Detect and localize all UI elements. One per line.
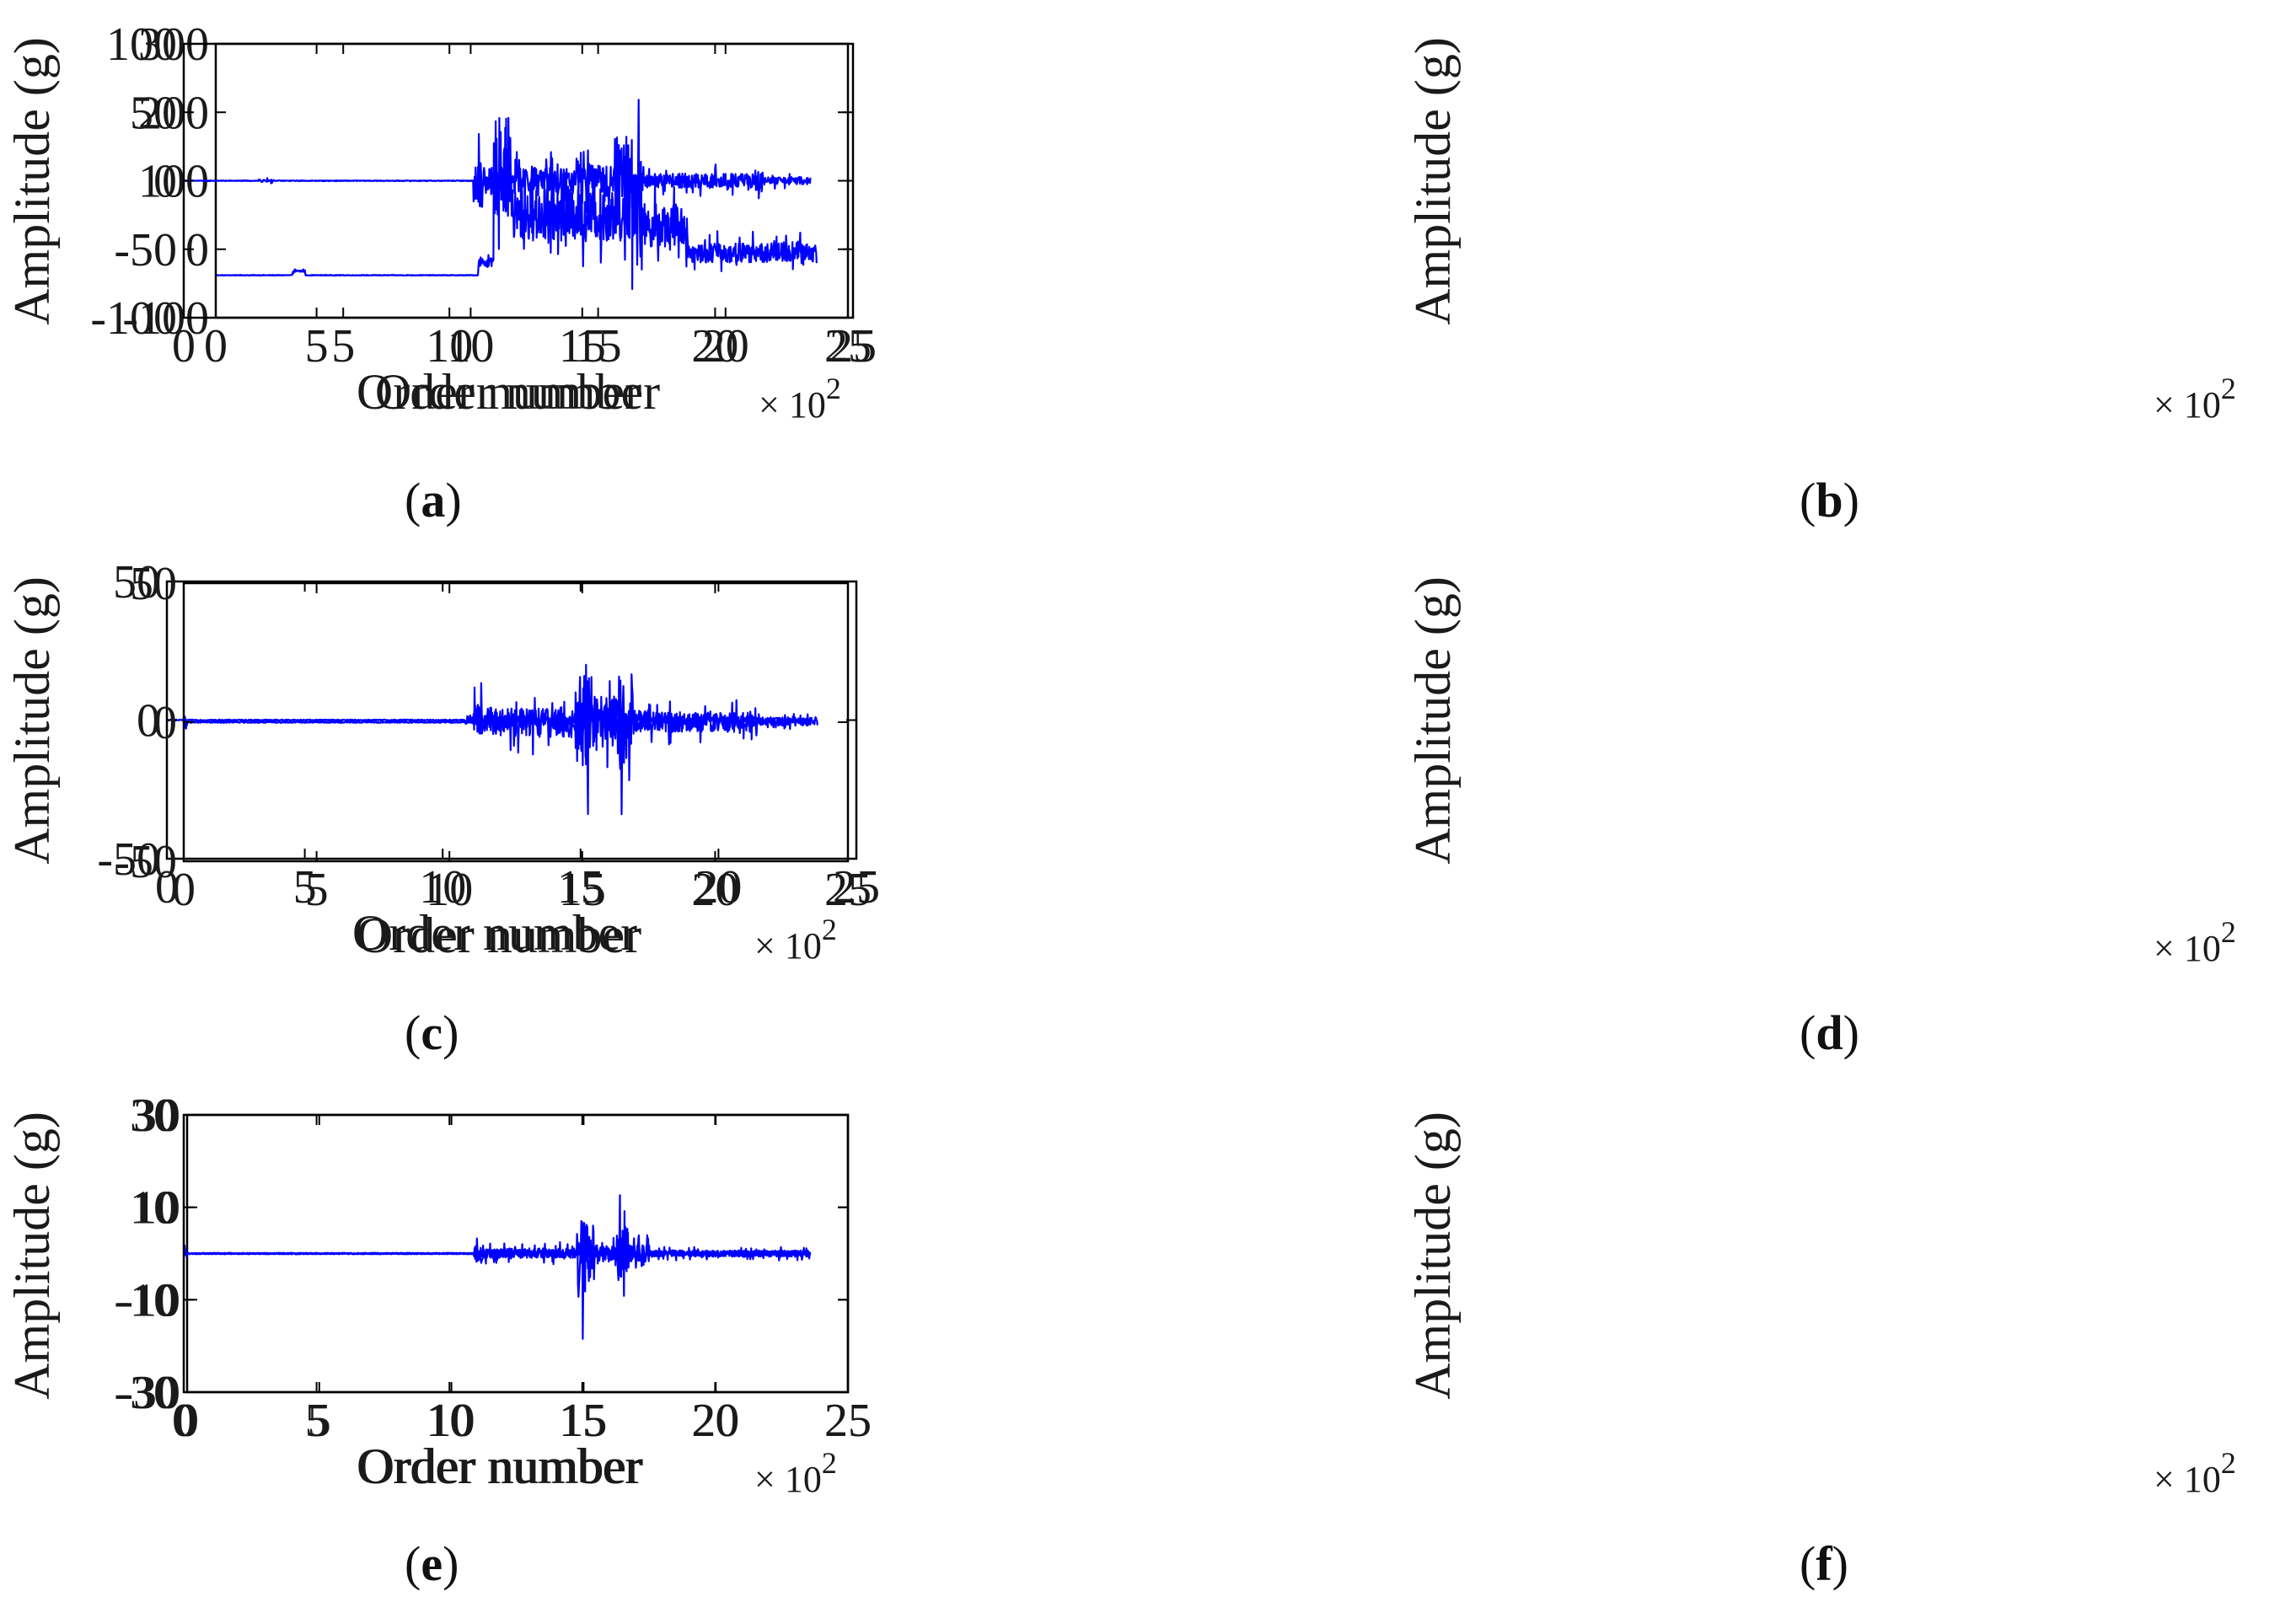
y-axis-label: Amplitude (g) bbox=[1405, 1112, 1461, 1400]
chart-panel-f: 0 5 10 15 20 25 -30 -10 10 30 Order number × 102 Amp… bbox=[114, 1079, 2296, 1584]
x-tick-label: 15 bbox=[559, 864, 606, 916]
signal-line-e bbox=[186, 1194, 812, 1283]
y-axis-label: Amplitude (g) bbox=[4, 37, 60, 325]
x-tick-label: 15 bbox=[560, 1395, 607, 1447]
x-tick-label: 20 bbox=[691, 1395, 738, 1447]
caption-d: (d) bbox=[1800, 1005, 1859, 1060]
x-axis-label: Order number bbox=[358, 1439, 643, 1494]
chart-panel-d: 0 5 10 15 20 25 -50 0 50 Order number × 102 Amplitu… bbox=[114, 539, 2296, 1045]
y-tick-label: 0 bbox=[153, 697, 177, 749]
y-tick-label: -10 bbox=[114, 1274, 177, 1326]
y-axis-label: Amplitude (g) bbox=[1405, 37, 1461, 325]
x-tick-label: 25 bbox=[829, 320, 877, 372]
x-tick-label: 20 bbox=[691, 320, 738, 372]
x-axis-label: Order number bbox=[375, 364, 660, 420]
y-tick-label: 50 bbox=[130, 87, 177, 139]
caption-e: (e) bbox=[405, 1536, 459, 1591]
caption-f: (f) bbox=[1800, 1536, 1848, 1591]
x-tick-label: 5 bbox=[305, 320, 329, 372]
y-tick-label: -50 bbox=[97, 833, 160, 886]
x-multiplier: × 102 bbox=[754, 913, 837, 967]
x-tick-label: 0 bbox=[172, 320, 196, 372]
chart-panel-c: 0 5 10 15 20 25 -50 0 50 Order number × 102 Amplitu… bbox=[0, 539, 1096, 1045]
caption-b: (b) bbox=[1800, 473, 1859, 528]
x-tick-label: 0 bbox=[155, 861, 179, 913]
x-axis-label: Order number bbox=[357, 1439, 641, 1494]
x-tick-label: 25 bbox=[833, 861, 880, 913]
y-tick-label: -50 bbox=[114, 224, 177, 276]
chart-panel-b: 0 5 10 15 20 25 -100 -50 0 50 100 Order number × 102… bbox=[90, 0, 2296, 539]
signal-line-b bbox=[183, 132, 812, 222]
y-axis-label: Amplitude (g) bbox=[4, 1112, 60, 1400]
y-tick-label: 200 bbox=[138, 87, 209, 139]
y-tick-label: -30 bbox=[114, 1367, 177, 1419]
x-multiplier: × 102 bbox=[2154, 915, 2236, 969]
x-tick-label: 10 bbox=[428, 1395, 475, 1447]
x-axis-label: Order number bbox=[357, 364, 641, 420]
chart-svg-f: 0 5 10 15 20 25 -30 -10 10 30 Order number × 102 Amp… bbox=[114, 1090, 2236, 1500]
x-tick-label: 0 bbox=[172, 864, 196, 916]
x-tick-label: 10 bbox=[419, 861, 466, 913]
axes-frame-f bbox=[182, 1113, 850, 1394]
y-tick-label: -10 bbox=[117, 1274, 180, 1326]
x-axis-label: Order number bbox=[357, 908, 641, 963]
signal-line-d bbox=[182, 663, 812, 816]
chart-svg-e: 0 5 10 15 20 25 -30 -10 10 30 Order number × 102 Amp… bbox=[4, 1090, 872, 1500]
x-tick-label: 25 bbox=[824, 1395, 872, 1447]
x-tick-label: 25 bbox=[824, 864, 872, 916]
x-tick-label: 0 bbox=[172, 1395, 196, 1447]
caption-c: (c) bbox=[405, 1005, 459, 1060]
x-tick-label: 15 bbox=[559, 320, 606, 372]
signal-line-a bbox=[215, 99, 818, 291]
x-tick-label: 0 bbox=[204, 320, 228, 372]
x-tick-label: 25 bbox=[824, 1395, 872, 1447]
y-axis-label: Amplitude (g) bbox=[4, 576, 60, 865]
x-tick-label: 5 bbox=[293, 861, 317, 913]
x-tick-label: 20 bbox=[695, 861, 742, 913]
signal-line-f bbox=[183, 1210, 812, 1340]
x-tick-label: 10 bbox=[447, 320, 494, 372]
y-tick-label: 10 bbox=[130, 1182, 177, 1235]
x-tick-label: 20 bbox=[692, 1395, 739, 1447]
x-tick-label: 0 bbox=[175, 1395, 199, 1447]
y-tick-label: -30 bbox=[117, 1367, 180, 1419]
x-tick-label: 5 bbox=[331, 320, 355, 372]
x-tick-label: 10 bbox=[426, 864, 473, 916]
x-tick-label: 15 bbox=[559, 1395, 606, 1447]
x-multiplier: × 102 bbox=[754, 1446, 837, 1500]
caption-a: (a) bbox=[405, 473, 462, 528]
y-tick-label: 0 bbox=[137, 695, 160, 747]
y-tick-label: 30 bbox=[130, 1090, 177, 1142]
x-tick-label: 5 bbox=[305, 864, 329, 916]
x-tick-label: 15 bbox=[557, 861, 604, 913]
y-tick-label: -50 bbox=[114, 836, 177, 888]
x-axis-label: Order number bbox=[352, 905, 637, 961]
x-tick-label: 10 bbox=[426, 1395, 473, 1447]
chart-panel-e: 0 5 10 15 20 25 -30 -10 10 30 Order number × 102 Amp… bbox=[0, 1079, 1096, 1584]
x-tick-label: 5 bbox=[305, 1395, 329, 1447]
x-multiplier: × 102 bbox=[2154, 1446, 2236, 1500]
y-tick-label: 50 bbox=[130, 558, 177, 610]
x-multiplier: × 102 bbox=[759, 372, 841, 426]
y-axis-label: Amplitude (g) bbox=[1405, 576, 1461, 865]
x-tick-label: 15 bbox=[575, 320, 622, 372]
y-tick-label: -100 bbox=[90, 292, 177, 345]
x-tick-label: 20 bbox=[702, 320, 749, 372]
x-multiplier: × 102 bbox=[2154, 372, 2236, 426]
x-tick-label: 25 bbox=[824, 320, 872, 372]
x-tick-label: 10 bbox=[426, 320, 473, 372]
y-tick-label: 0 bbox=[153, 156, 177, 208]
x-tick-label: 20 bbox=[691, 864, 738, 916]
y-tick-label: 30 bbox=[133, 1090, 180, 1142]
y-tick-label: 10 bbox=[133, 1182, 180, 1235]
x-tick-label: 5 bbox=[308, 1395, 331, 1447]
y-tick-label: 50 bbox=[113, 556, 160, 608]
y-tick-label: 100 bbox=[106, 19, 177, 71]
